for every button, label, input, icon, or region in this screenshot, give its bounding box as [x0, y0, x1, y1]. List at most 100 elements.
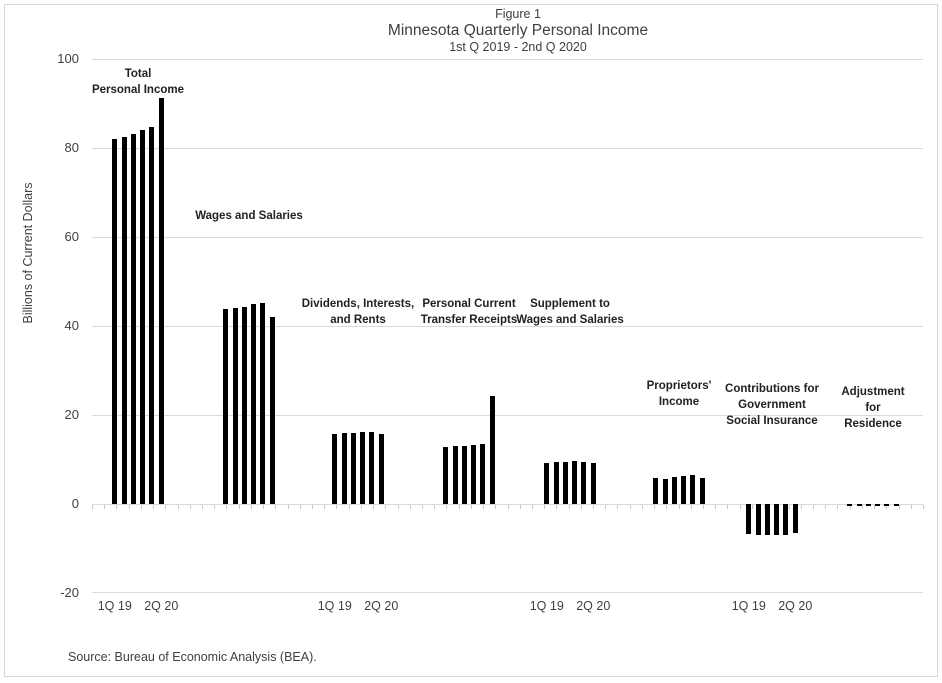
- bar-4q19: [471, 445, 477, 504]
- x-axis-tick: [825, 504, 827, 509]
- y-tick-label: 0: [71, 496, 79, 511]
- x-axis-tick: [299, 504, 301, 509]
- x-axis-tick: [556, 504, 558, 509]
- x-axis-tick: [813, 504, 814, 509]
- x-axis-tick: [385, 504, 387, 509]
- y-tick-label: 80: [64, 140, 79, 156]
- bar-3q19: [461, 445, 467, 504]
- x-axis-tick: [92, 504, 93, 509]
- category-label-line: Personal Income: [91, 84, 185, 96]
- x-axis-tick: [678, 504, 680, 509]
- bar-1q20: [260, 303, 266, 504]
- category-label-line: Total: [124, 68, 152, 80]
- figure-label: Figure 1: [495, 7, 541, 21]
- category-label: Wages and Salaries: [159, 208, 339, 224]
- x-axis-tick: [666, 504, 668, 509]
- x-axis-tick: [886, 504, 888, 509]
- x-axis-tick: [311, 504, 313, 509]
- x-tick-label: 2Q 20: [778, 599, 813, 613]
- gridline: [92, 503, 923, 505]
- x-axis-tick: [287, 504, 289, 509]
- bar-1q19: [544, 462, 550, 504]
- bar-2q19: [755, 504, 761, 535]
- x-axis-tick: [654, 504, 656, 509]
- bar-2q20: [378, 433, 384, 504]
- x-axis-tick: [153, 504, 155, 509]
- x-axis-tick: [409, 504, 411, 509]
- bar-2q20: [893, 504, 899, 507]
- category-label: Total Personal Income: [48, 66, 228, 98]
- category-label-line: and Rents: [330, 314, 386, 326]
- y-tick-label: 60: [64, 229, 79, 245]
- x-axis-tick: [421, 504, 423, 509]
- x-axis-tick: [250, 504, 252, 509]
- bar-4q19: [875, 504, 881, 507]
- bar-1q19: [112, 138, 118, 504]
- bar-4q19: [360, 432, 366, 504]
- x-tick-label: 1Q 19: [97, 599, 132, 613]
- x-axis-tick: [531, 504, 533, 509]
- x-axis-tick: [324, 504, 326, 509]
- x-axis-tick: [703, 504, 705, 509]
- bar-3q19: [671, 476, 677, 504]
- x-axis-tick: [764, 504, 766, 509]
- bar-2q20: [699, 478, 705, 504]
- category-label: Dividends, Interests, and Rents: [268, 296, 448, 328]
- bar-2q20: [792, 504, 798, 534]
- x-axis-tick: [458, 504, 460, 509]
- x-axis-tick: [360, 504, 362, 509]
- y-tick-label: 100: [57, 51, 79, 67]
- x-axis-tick: [874, 504, 876, 509]
- category-label-line: Government: [738, 399, 806, 411]
- x-axis-tick: [189, 504, 191, 509]
- x-axis-tick: [263, 504, 265, 509]
- y-tick-label: -20: [60, 584, 79, 600]
- category-label-line: for: [865, 402, 881, 414]
- x-axis-tick: [177, 504, 179, 509]
- category-label: Contributions for Government Social Insura…: [682, 381, 862, 429]
- category-label: Adjustment for Residence: [783, 384, 942, 432]
- bar-1q20: [581, 461, 587, 504]
- bar-2q20: [158, 98, 164, 504]
- category-label-line: Residence: [844, 418, 902, 430]
- chart-title-block: Figure 1 Minnesota Quarterly Personal In…: [168, 6, 868, 55]
- bar-2q19: [662, 479, 668, 504]
- gridline: [92, 236, 923, 238]
- bar-1q20: [884, 504, 890, 507]
- bar-1q20: [783, 504, 789, 536]
- x-tick-label: 1Q 19: [529, 599, 564, 613]
- bar-1q19: [443, 446, 449, 504]
- category-label-line: Adjustment: [841, 386, 905, 398]
- x-axis-tick: [336, 504, 338, 509]
- x-axis-tick: [519, 504, 521, 509]
- x-axis-tick: [751, 504, 753, 509]
- bar-4q19: [681, 475, 687, 504]
- bar-1q19: [746, 504, 752, 535]
- x-axis-tick: [104, 504, 106, 509]
- y-tick-label: 40: [64, 318, 79, 334]
- gridline: [92, 147, 923, 149]
- x-axis-tick: [226, 504, 228, 509]
- bar-2q19: [121, 137, 127, 504]
- x-axis-tick: [715, 504, 717, 509]
- bar-2q20: [590, 463, 596, 504]
- bar-4q19: [140, 130, 146, 504]
- category-label-line: Wages and Salaries: [195, 210, 303, 222]
- x-axis-tick: [800, 504, 802, 509]
- x-axis-tick: [116, 504, 118, 509]
- x-axis-tick: [617, 504, 619, 509]
- x-axis-tick: [397, 504, 399, 509]
- x-axis-tick: [605, 504, 607, 509]
- bar-2q19: [553, 462, 559, 504]
- x-axis-tick: [568, 504, 570, 509]
- category-label-line: Transfer Receipts: [420, 314, 518, 326]
- bar-1q19: [223, 308, 229, 504]
- category-label-line: Dividends, Interests,: [301, 298, 415, 310]
- gridline: [92, 325, 923, 327]
- bar-4q19: [572, 461, 578, 504]
- chart-title: Minnesota Quarterly Personal Income: [387, 22, 649, 39]
- category-label-line: Wages and Salaries: [516, 314, 624, 326]
- bar-1q19: [847, 504, 853, 507]
